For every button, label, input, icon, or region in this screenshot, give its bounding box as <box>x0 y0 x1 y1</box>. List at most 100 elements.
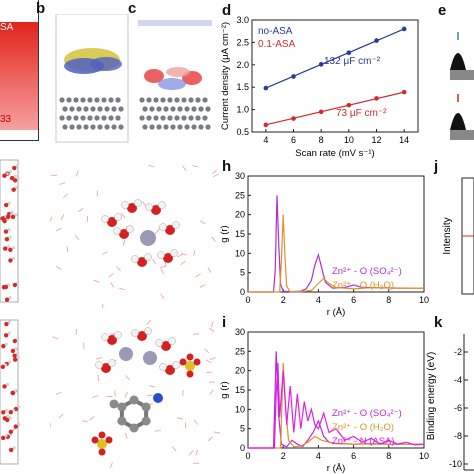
zn-atom <box>59 97 65 103</box>
zn-atom <box>163 124 169 130</box>
y-tick-label: 1.5 <box>236 82 249 92</box>
carbon-atom <box>117 416 127 426</box>
zn-atom <box>101 115 107 121</box>
data-point <box>291 116 296 121</box>
water-hydrogen <box>168 337 176 345</box>
water-hydrogen <box>145 203 153 211</box>
oxygen-atom <box>8 429 14 435</box>
sulfate-oxygen <box>186 353 194 361</box>
water-hydrogen <box>170 249 178 257</box>
zn-atom <box>195 97 201 103</box>
legend-entry: 0.1-ASA <box>258 39 296 50</box>
panel-label-c: c <box>128 0 137 17</box>
sulfate-oxygen <box>98 431 106 439</box>
oxygen-atom <box>12 357 18 362</box>
water-hydrogen <box>114 331 122 339</box>
chart-i: 0 2 4 6 8 10 0 5 10 15 20 25 30 r (Å) g (r) Zn²⁺ - O (S… <box>219 327 429 474</box>
hydrogen-atom <box>7 201 11 205</box>
water-bond <box>204 348 210 354</box>
water-bond <box>209 357 216 360</box>
zn-atom <box>94 97 100 103</box>
zn-atom <box>142 106 148 112</box>
water-hydrogen <box>101 215 109 223</box>
zn-atom <box>118 106 124 112</box>
solvation-no-asa <box>50 164 219 308</box>
x-tick-label: 6 <box>291 135 296 145</box>
zn-atom <box>184 124 190 130</box>
hydrogen-atom <box>4 408 8 412</box>
water-bond <box>83 342 85 349</box>
zn-atom <box>146 115 152 121</box>
water-bond <box>110 282 115 288</box>
capacitance-label: 73 μF cm⁻² <box>336 108 387 119</box>
panel-c-structure <box>138 20 212 130</box>
fit-line <box>265 91 405 126</box>
water-bond <box>146 319 152 325</box>
water-oxygen <box>163 253 173 263</box>
panel-label-b: b <box>36 0 46 17</box>
panel-a-frame <box>0 0 39 141</box>
zn-atom <box>62 124 68 130</box>
water-bond <box>210 321 214 328</box>
hydrogen-atom <box>9 170 12 174</box>
y-axis-label: g (r) <box>219 381 230 398</box>
x-tick-label: 6 <box>351 451 356 461</box>
y-tick-label: 0 <box>240 287 245 297</box>
legend-entry: no-ASA <box>258 26 293 37</box>
legend-entry: Zn²⁺ - O (SO₄²⁻) <box>332 266 402 277</box>
y-tick-label: -2 <box>454 347 462 357</box>
zn-atom <box>167 97 173 103</box>
water-hydrogen <box>155 339 163 347</box>
zn-atom <box>108 97 114 103</box>
water-hydrogen <box>131 255 139 263</box>
x-tick-label: 4 <box>263 135 268 145</box>
data-point <box>318 62 324 67</box>
oxygen-atom <box>3 229 9 234</box>
x-tick-label: 6 <box>351 295 356 305</box>
zn-atom <box>97 124 103 130</box>
zn-atom <box>160 115 166 121</box>
water-bond <box>193 419 199 425</box>
panel-label-h: h <box>222 158 232 175</box>
hydrogen-atom <box>7 320 11 324</box>
water-bond <box>177 253 183 258</box>
zn-atom <box>76 106 82 112</box>
water-bond <box>59 182 66 185</box>
water-hydrogen <box>159 223 167 231</box>
hydrogen-atom <box>8 235 12 239</box>
water-bond <box>207 436 213 442</box>
zn-atom <box>73 97 79 103</box>
water-oxygen <box>161 341 171 351</box>
water-hydrogen <box>95 361 103 369</box>
y-tick-label: 0 <box>240 443 245 453</box>
oxygen-atom <box>3 333 9 338</box>
water-bond <box>60 214 65 220</box>
water-bond <box>148 385 156 388</box>
zn-atom <box>101 97 107 103</box>
water-bond <box>147 394 154 397</box>
data-point <box>401 26 407 32</box>
data-point <box>374 38 379 43</box>
rdf-curve <box>248 195 424 293</box>
hydrogen-atom <box>14 347 18 351</box>
hydrogen-atom <box>14 213 18 217</box>
hydrogen-atom <box>7 228 11 232</box>
water-hydrogen <box>126 225 134 233</box>
water-bond <box>192 333 200 335</box>
zn-atom <box>83 106 89 112</box>
hydrogen-atom <box>16 176 20 180</box>
x-axis-label: r (Å) <box>327 307 345 318</box>
y-tick-label: -10 <box>449 459 462 469</box>
panel-k-ylabel: Binding energy (eV) <box>426 352 437 440</box>
hydrogen-atom <box>6 245 10 249</box>
zn-atom <box>62 106 68 112</box>
water-bond <box>55 265 62 270</box>
hydrogen-atom <box>7 283 11 287</box>
zn-atom <box>69 106 75 112</box>
legend-entry: Zn²⁺ - O (H₂O) <box>332 422 394 433</box>
water-bond <box>102 251 108 255</box>
water-bond <box>66 246 69 253</box>
water-oxygen <box>137 331 147 341</box>
hydrogen-atom <box>12 428 16 432</box>
hydrogen-atom <box>15 186 19 190</box>
